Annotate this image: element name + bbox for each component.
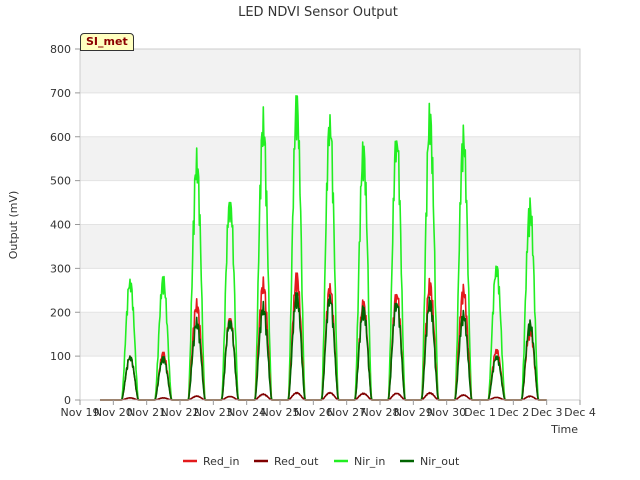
plot-band bbox=[80, 224, 580, 269]
y-tick-label: 700 bbox=[50, 87, 71, 100]
y-tick-label: 200 bbox=[50, 306, 71, 319]
legend: Red_in Red_out Nir_in Nir_out bbox=[183, 455, 460, 468]
y-axis-label: Output (mV) bbox=[7, 191, 20, 260]
x-tick-label: Nov 29 bbox=[394, 406, 433, 419]
site-badge: SI_met bbox=[80, 33, 134, 51]
plot-band bbox=[80, 312, 580, 357]
x-tick-label: Dec 1 bbox=[464, 406, 496, 419]
y-tick-label: 100 bbox=[50, 350, 71, 363]
plot-band bbox=[80, 180, 580, 225]
y-tick-label: 500 bbox=[50, 175, 71, 188]
plot-bands bbox=[80, 49, 580, 400]
y-tick-label: 0 bbox=[64, 394, 71, 407]
x-tick-label: Nov 30 bbox=[427, 406, 466, 419]
y-axis-ticks: 0 100 200 300 400 500 600 700 800 bbox=[50, 43, 80, 407]
x-tick-label: Dec 2 bbox=[497, 406, 529, 419]
x-tick-label: Nov 22 bbox=[161, 406, 200, 419]
y-tick-label: 600 bbox=[50, 131, 71, 144]
x-tick-label: Nov 19 bbox=[61, 406, 100, 419]
y-tick-label: 800 bbox=[50, 43, 71, 56]
x-tick-label: Nov 24 bbox=[227, 406, 266, 419]
x-axis-label: Time bbox=[550, 423, 578, 436]
y-tick-label: 400 bbox=[50, 219, 71, 232]
plot-band bbox=[80, 49, 580, 93]
x-tick-label: Dec 3 bbox=[531, 406, 563, 419]
legend-label: Nir_out bbox=[420, 455, 460, 468]
x-tick-label: Nov 21 bbox=[127, 406, 166, 419]
x-tick-label: Dec 4 bbox=[564, 406, 596, 419]
legend-label: Red_in bbox=[203, 455, 239, 468]
x-tick-label: Nov 23 bbox=[194, 406, 233, 419]
x-tick-label: Nov 26 bbox=[294, 406, 333, 419]
x-tick-label: Nov 20 bbox=[94, 406, 133, 419]
x-tick-label: Nov 28 bbox=[361, 406, 400, 419]
x-tick-label: Nov 25 bbox=[261, 406, 300, 419]
legend-label: Nir_in bbox=[354, 455, 385, 468]
chart-title: LED NDVI Sensor Output bbox=[238, 5, 398, 20]
legend-label: Red_out bbox=[274, 455, 319, 468]
y-tick-label: 300 bbox=[50, 262, 71, 275]
x-tick-label: Nov 27 bbox=[327, 406, 366, 419]
